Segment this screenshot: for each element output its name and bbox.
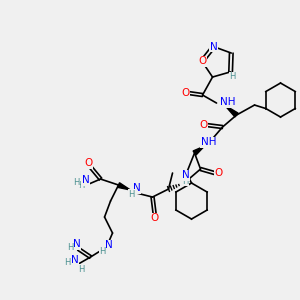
Text: NH: NH — [201, 137, 216, 147]
Text: H: H — [78, 181, 85, 190]
Text: H: H — [67, 242, 74, 251]
Text: H: H — [128, 190, 135, 199]
Text: H: H — [64, 257, 71, 266]
Text: H: H — [73, 178, 80, 187]
Polygon shape — [193, 146, 205, 155]
Text: H: H — [78, 265, 85, 274]
Text: O: O — [150, 213, 159, 223]
Text: O: O — [84, 158, 93, 168]
Text: N: N — [105, 240, 112, 250]
Text: N: N — [73, 239, 80, 249]
Text: O: O — [182, 88, 190, 98]
Text: H: H — [99, 247, 106, 256]
Text: O: O — [198, 56, 206, 66]
Text: O: O — [214, 168, 223, 178]
Text: N: N — [182, 170, 189, 180]
Text: N: N — [210, 42, 218, 52]
Polygon shape — [118, 183, 130, 190]
Text: NH: NH — [220, 97, 235, 107]
Polygon shape — [224, 105, 238, 117]
Text: O: O — [200, 120, 208, 130]
Text: H: H — [182, 176, 189, 185]
Text: N: N — [71, 255, 78, 265]
Text: H: H — [230, 72, 236, 81]
Text: N: N — [133, 183, 140, 193]
Text: N: N — [82, 175, 89, 185]
